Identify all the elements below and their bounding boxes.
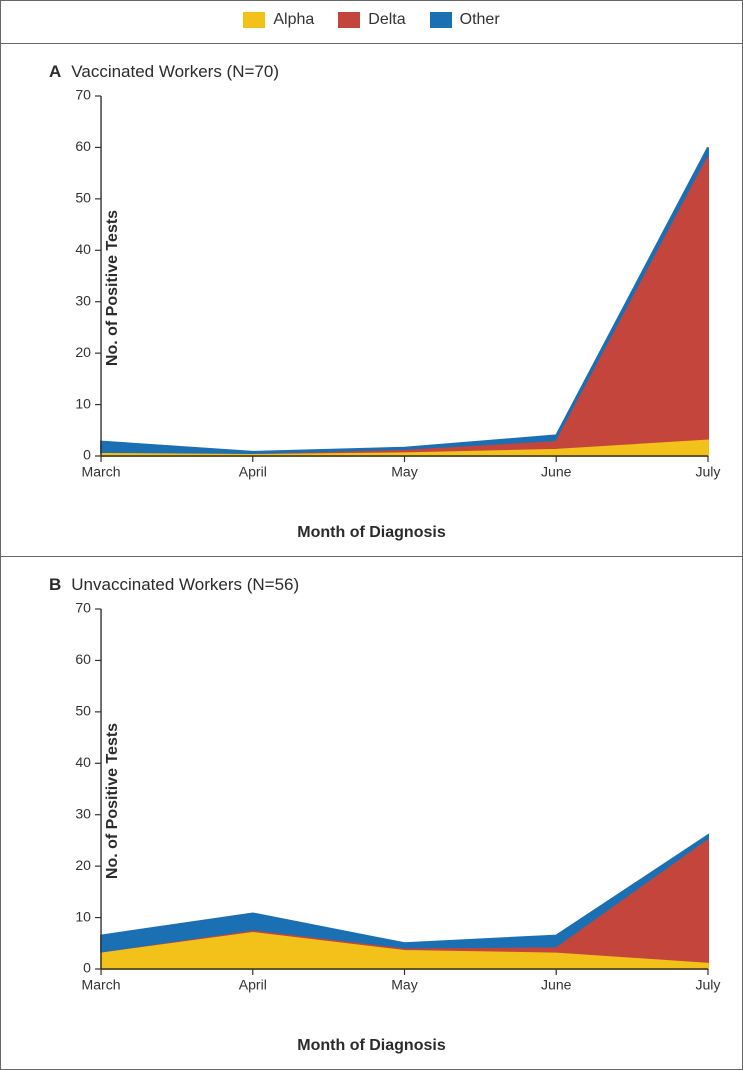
y-tick-label: 50 <box>75 190 91 206</box>
y-tick-label: 30 <box>75 292 91 308</box>
y-tick-label: 20 <box>75 857 91 873</box>
panel-title: B Unvaccinated Workers (N=56) <box>49 575 722 595</box>
chart-svg: 010203040506070MarchAprilMayJuneJuly <box>91 88 714 488</box>
y-tick-label: 40 <box>75 754 91 770</box>
x-axis-label: Month of Diagnosis <box>21 524 722 542</box>
y-tick-label: 0 <box>83 960 91 976</box>
legend-item: Alpha <box>243 11 314 29</box>
figure: Alpha Delta Other A Vaccinated Workers (N=7… <box>0 0 743 1070</box>
chart-panel-A: A Vaccinated Workers (N=70) No. of Positiv… <box>1 44 742 556</box>
panels-host: A Vaccinated Workers (N=70) No. of Positiv… <box>1 44 742 1069</box>
legend-item: Delta <box>338 11 405 29</box>
x-tick-label: July <box>695 463 720 479</box>
legend-items: Alpha Delta Other <box>243 11 499 29</box>
panel-subtitle: Vaccinated Workers (N=70) <box>71 62 279 81</box>
panel-letter: B <box>49 575 61 594</box>
legend-swatch <box>338 12 360 28</box>
y-tick-label: 30 <box>75 805 91 821</box>
y-tick-label: 10 <box>75 908 91 924</box>
x-axis-label: Month of Diagnosis <box>21 1037 722 1055</box>
x-tick-label: April <box>239 976 267 992</box>
y-tick-label: 70 <box>75 87 91 103</box>
y-tick-label: 40 <box>75 241 91 257</box>
x-tick-label: March <box>82 976 121 992</box>
chart-svg: 010203040506070MarchAprilMayJuneJuly <box>91 601 714 1001</box>
x-tick-label: June <box>541 976 572 992</box>
panel-letter: A <box>49 62 61 81</box>
panel-subtitle: Unvaccinated Workers (N=56) <box>71 575 299 594</box>
x-tick-label: May <box>391 463 418 479</box>
y-tick-label: 0 <box>83 447 91 463</box>
panel-title: A Vaccinated Workers (N=70) <box>49 62 722 82</box>
x-tick-label: March <box>82 463 121 479</box>
y-tick-label: 10 <box>75 395 91 411</box>
legend-label: Other <box>460 11 500 29</box>
legend-item: Other <box>430 11 500 29</box>
x-tick-label: July <box>695 976 720 992</box>
plot-area: No. of Positive Tests010203040506070Marc… <box>91 601 714 1001</box>
legend-swatch <box>430 12 452 28</box>
x-tick-label: April <box>239 463 267 479</box>
y-tick-label: 60 <box>75 138 91 154</box>
x-tick-label: June <box>541 463 572 479</box>
x-tick-label: May <box>391 976 418 992</box>
y-tick-label: 70 <box>75 600 91 616</box>
legend-panel: Alpha Delta Other <box>1 1 742 44</box>
chart-panel-B: B Unvaccinated Workers (N=56) No. of Posit… <box>1 556 742 1069</box>
y-tick-label: 50 <box>75 703 91 719</box>
legend-label: Delta <box>368 11 405 29</box>
y-tick-label: 20 <box>75 344 91 360</box>
plot-area: No. of Positive Tests010203040506070Marc… <box>91 88 714 488</box>
legend-label: Alpha <box>273 11 314 29</box>
area-series-delta <box>101 158 708 456</box>
y-tick-label: 60 <box>75 651 91 667</box>
legend-swatch <box>243 12 265 28</box>
